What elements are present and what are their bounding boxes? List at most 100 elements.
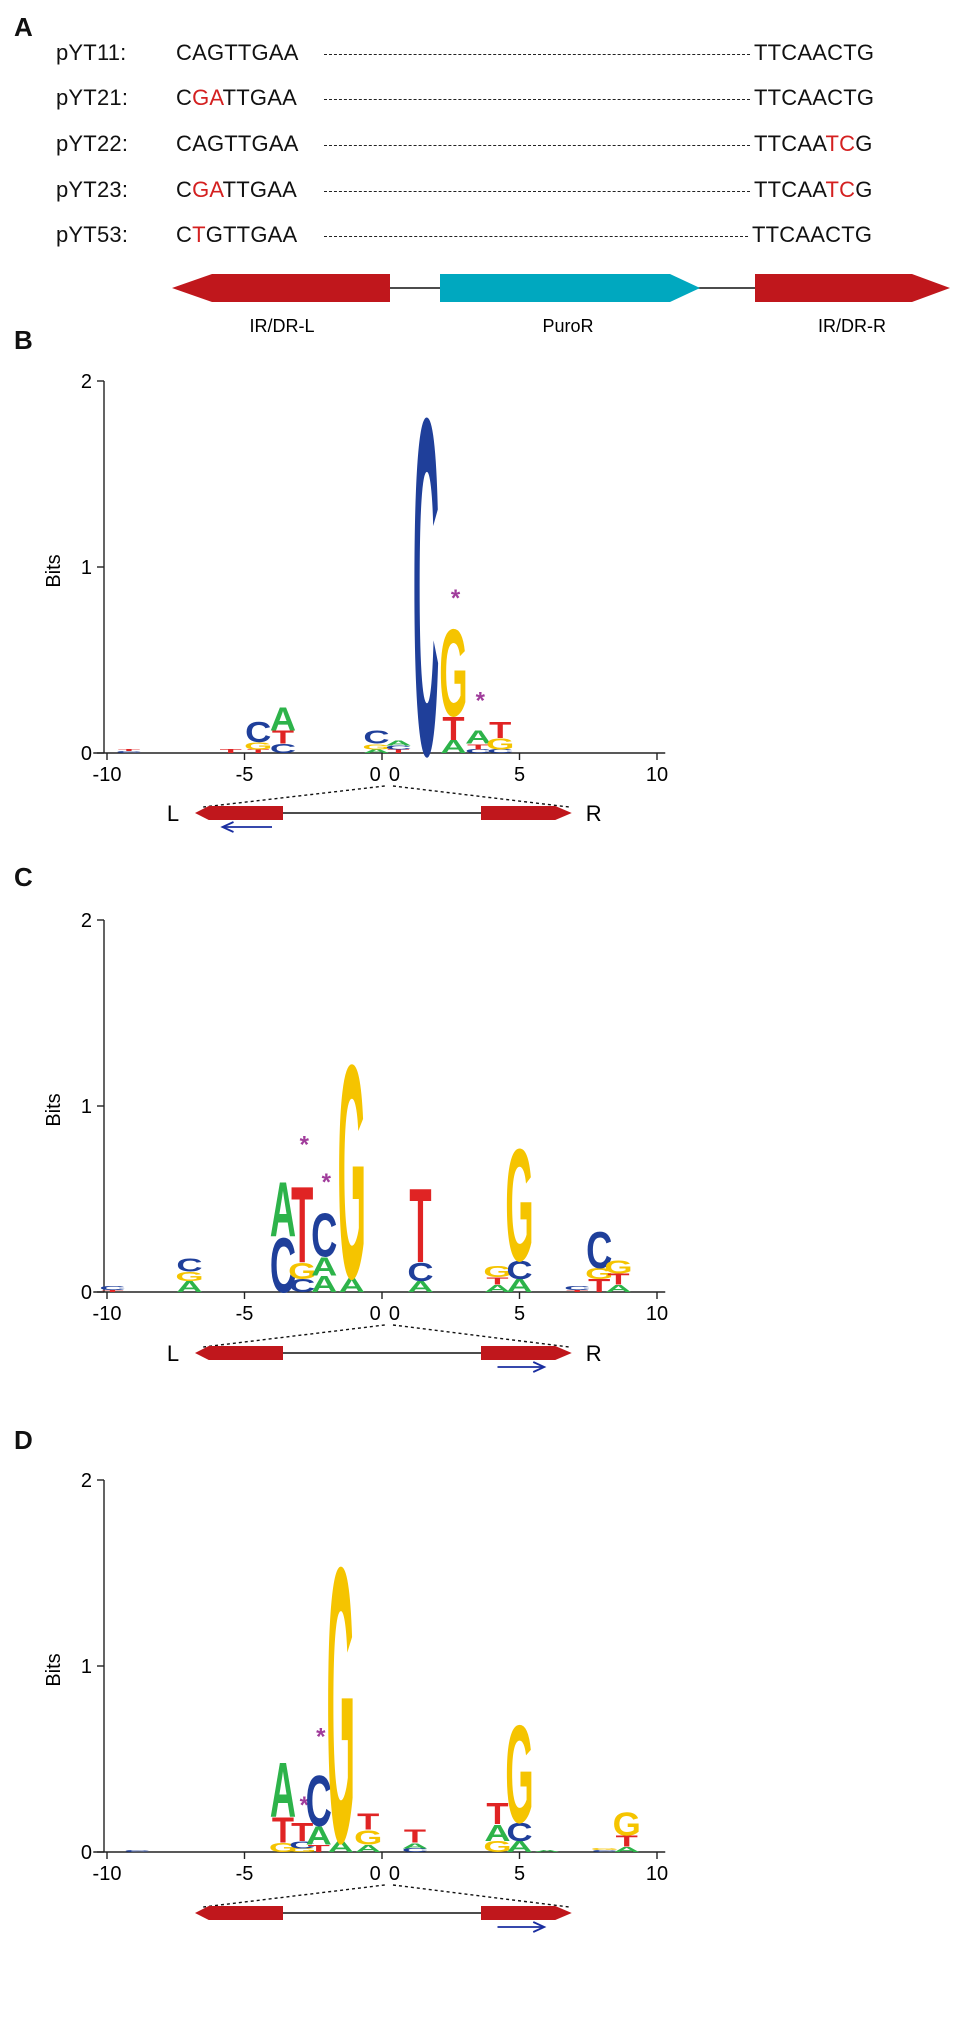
y-tick-label: 2 — [81, 1470, 92, 1492]
construct-label: IR/DR-R — [818, 316, 886, 336]
left-sequence-segment: TTGAA — [222, 177, 297, 202]
logo-letter-g: G — [327, 1487, 355, 1925]
logo-letter-t: T — [404, 1827, 427, 1847]
right-repeat-arrow — [481, 1346, 572, 1360]
logo-letter-t: T — [220, 749, 242, 755]
left-sequence: CGATTGAA — [176, 85, 324, 111]
logo-letter-a: A — [270, 1746, 296, 1833]
logo-letter-c: C — [99, 1286, 125, 1292]
right-sequence-segment: G — [855, 177, 873, 202]
logo-letter-a: A — [402, 1841, 428, 1850]
logo-letter-g: G — [338, 1002, 366, 1343]
y-tick-label: 2 — [81, 910, 92, 932]
x-tick-label: -10 — [93, 1863, 122, 1885]
logo-letter-c: C — [592, 1850, 618, 1853]
plasmid-name: pYT11: — [56, 40, 127, 65]
gap-dashes — [324, 235, 748, 237]
logo-letter-a: A — [311, 1251, 337, 1281]
logo-letter-a: A — [306, 1821, 332, 1851]
left-sequence: CAGTTGAA — [176, 40, 324, 66]
sequence-row: pYT53: CTGTTGAA TTCAACTG — [56, 222, 872, 248]
significance-star: * — [300, 1132, 310, 1159]
logo-letter-c: C — [270, 1222, 296, 1309]
logo-letter-t: T — [588, 1276, 611, 1296]
logo-letter-c: C — [564, 1286, 590, 1292]
left-sequence: CTGTTGAA — [176, 222, 324, 248]
x-tick-label: 10 — [646, 1303, 668, 1325]
logo-letter-c: C — [487, 749, 513, 755]
logo-letter-c: C — [289, 1839, 315, 1851]
logo-letter-a: A — [339, 1274, 365, 1297]
x-tick-label: 0 — [370, 1303, 381, 1325]
left-repeat-arrow — [195, 1346, 283, 1360]
significance-star: * — [322, 1169, 332, 1196]
logo-letter-t: T — [101, 1290, 124, 1293]
logo-letter-g: G — [288, 1848, 316, 1854]
strand-arrow-head — [220, 821, 234, 833]
logo-letter-g: G — [288, 1258, 316, 1284]
left-sequence-segment: GA — [192, 177, 223, 202]
logo-letter-a: A — [506, 1276, 532, 1296]
logo-letter-c: C — [402, 1848, 428, 1854]
x-tick-label: -5 — [236, 1303, 254, 1325]
logo-letter-a: A — [465, 728, 491, 748]
construct-label: IR/DR-L — [249, 316, 314, 336]
plasmid-name: pYT21: — [56, 85, 129, 110]
logo-letter-t: T — [442, 710, 464, 747]
panel-label-c: C — [14, 862, 33, 892]
ir-dr-left-arrow — [172, 274, 390, 302]
logo-letter-c: C — [413, 320, 439, 856]
left-sequence: CAGTTGAA — [176, 131, 324, 157]
x-tick-label: 5 — [514, 1863, 525, 1885]
logo-letter-c: C — [245, 717, 271, 748]
gap-dashes — [324, 53, 750, 55]
sequence-row: pYT23: CGATTGAA TTCAATCG — [56, 177, 873, 203]
logo-letter-a: A — [506, 1838, 532, 1855]
left-repeat-arrow — [195, 806, 283, 820]
logo-letter-t: T — [357, 1809, 380, 1835]
y-tick-label: 1 — [81, 1096, 92, 1118]
logo-letter-t: T — [118, 749, 141, 752]
logo-letter-g: G — [483, 1263, 511, 1280]
left-sequence-segment: C — [176, 85, 193, 110]
logo-letter-c: C — [270, 741, 296, 756]
x-tick-label: 5 — [514, 764, 525, 786]
significance-star: * — [451, 585, 461, 612]
right-repeat-arrow — [481, 1906, 572, 1920]
logo-letter-c: C — [506, 1817, 532, 1847]
logo-letter-g: G — [505, 1696, 533, 1852]
logo-letter-g: G — [486, 735, 514, 752]
left-sequence-segment: C — [176, 177, 193, 202]
logo-letter-a: A — [484, 1820, 510, 1846]
significance-star: * — [300, 1792, 310, 1819]
x-tick-label: 10 — [646, 1863, 668, 1885]
right-sequence-segment: TTCAA — [754, 131, 826, 156]
right-sequence-segment: TTCAACTG — [752, 222, 873, 247]
logo-letter-a: A — [484, 1283, 510, 1295]
right-sequence-segment: TTCAACTG — [754, 40, 875, 65]
x-tick-label: 0 — [389, 764, 400, 786]
x-tick-label: 10 — [646, 764, 668, 786]
significance-star: * — [476, 688, 486, 715]
logo-letter-g: G — [175, 1269, 203, 1284]
logo-letter-c: C — [385, 745, 411, 751]
logo-letter-c: C — [586, 1223, 612, 1280]
orientation-diagram — [195, 1884, 572, 1933]
logo-letter-t: T — [387, 749, 409, 755]
logo-letter-c: C — [363, 728, 389, 748]
right-repeat-arrow — [481, 806, 572, 820]
panel-label-a: A — [14, 12, 33, 42]
logo-letter-g: G — [362, 742, 390, 751]
x-tick-label: 0 — [370, 1863, 381, 1885]
logo-letter-a: A — [355, 1843, 381, 1855]
logo-letter-t: T — [247, 749, 269, 755]
logo-letter-a: A — [270, 701, 296, 738]
sequence-row: pYT11: CAGTTGAA TTCAACTG — [56, 40, 874, 66]
gap-dashes — [324, 98, 750, 100]
logo-letter-g: G — [613, 1805, 641, 1842]
gap-dashes — [324, 144, 750, 146]
